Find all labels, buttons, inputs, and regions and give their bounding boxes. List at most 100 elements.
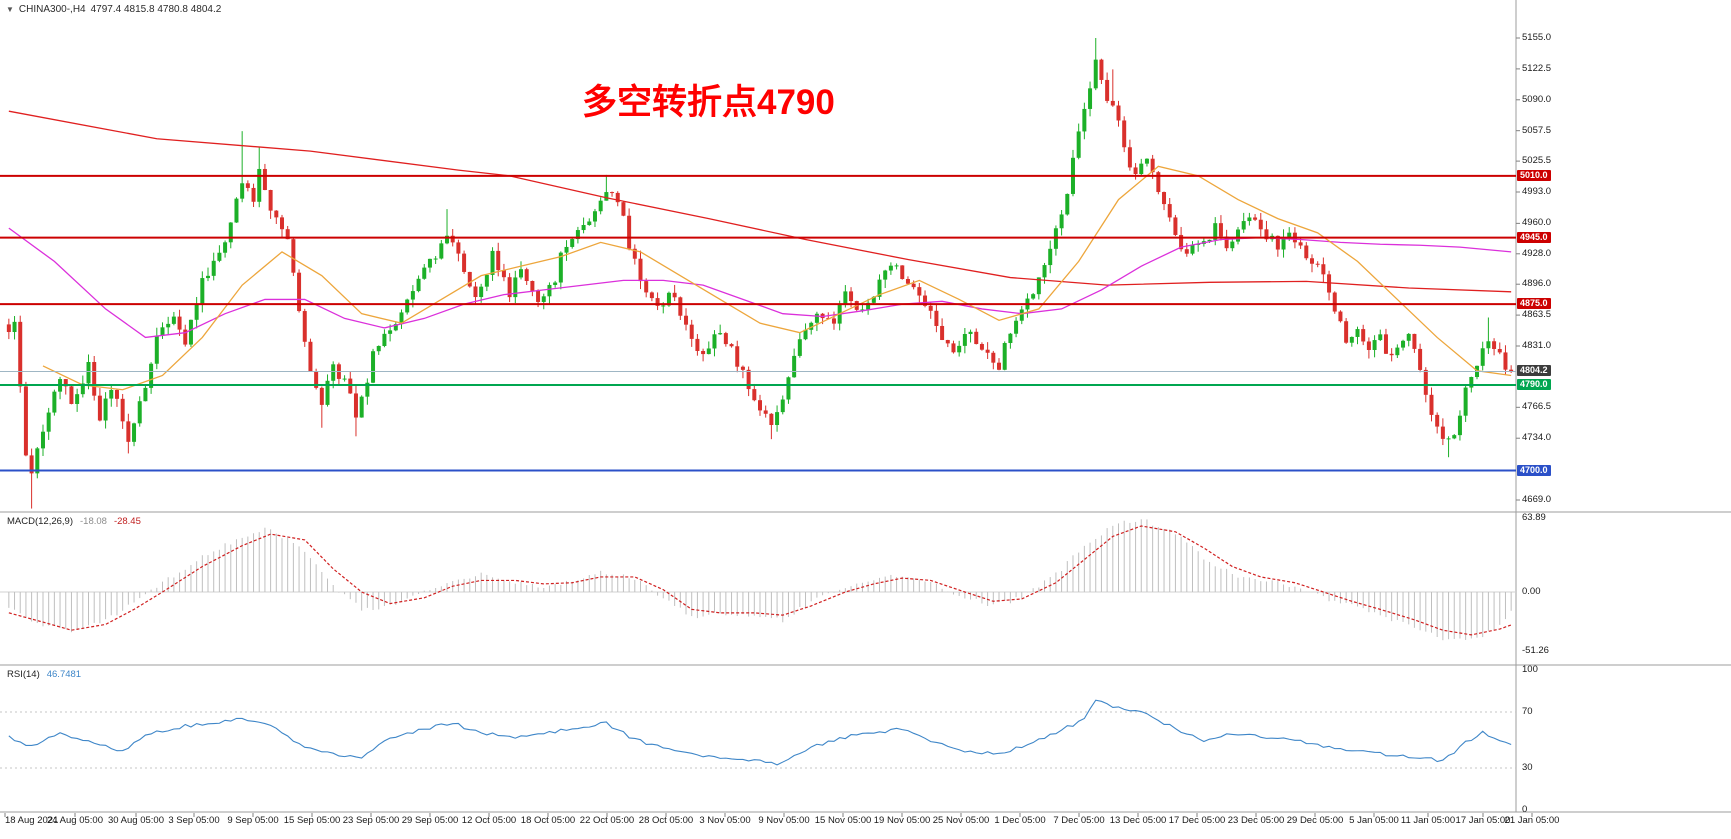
candle-body [558, 252, 563, 283]
candle-body [1247, 217, 1252, 222]
candle-body [353, 393, 358, 418]
candle-body [1264, 229, 1269, 240]
candle-body [530, 280, 535, 291]
candle-body [188, 319, 193, 345]
candle-body [200, 278, 205, 305]
candle-body [456, 242, 461, 254]
macd-signal-line [8, 525, 1512, 636]
candle-body [1144, 158, 1149, 164]
candle-body [422, 267, 427, 279]
candle-body [1401, 340, 1406, 348]
rsi-value: 46.7481 [46, 669, 82, 680]
candle-body [1099, 59, 1104, 80]
candle-body [871, 296, 876, 303]
candle-body [297, 272, 302, 312]
candle-body [1207, 239, 1212, 242]
candle-body [433, 258, 438, 260]
candle-body [80, 383, 85, 395]
candle-body [1213, 223, 1218, 240]
candle-body [1048, 248, 1053, 266]
candle-body [1042, 265, 1047, 278]
candle-body [371, 351, 376, 383]
candle-body [1304, 245, 1309, 259]
candle-body [1440, 426, 1445, 439]
candle-body [1031, 294, 1036, 299]
candle-body [1230, 241, 1235, 249]
candle-body [1509, 369, 1514, 372]
candle-body [92, 361, 97, 396]
candle-body [957, 345, 962, 353]
candle-body [302, 311, 307, 342]
candle-body [894, 265, 899, 267]
candle-body [701, 350, 706, 355]
macd-indicator-label: MACD(12,26,9) -18.08 -28.45 [7, 516, 141, 527]
candle-body [1236, 229, 1241, 242]
candle-body [262, 168, 267, 191]
rsi-line [8, 699, 1512, 766]
candle-body [575, 230, 580, 240]
candle-body [1184, 249, 1189, 254]
candle-body [445, 235, 450, 244]
candle-body [40, 431, 45, 449]
annotation-text[interactable]: 多空转折点4790 [582, 83, 835, 122]
candle-body [1480, 348, 1485, 366]
candle-body [416, 278, 421, 292]
macd-main-value: -18.08 [80, 516, 107, 527]
candle-body [1008, 333, 1013, 344]
candle-body [29, 455, 34, 474]
candle-body [1139, 163, 1144, 174]
candle-body [621, 202, 626, 216]
candle-body [1366, 341, 1371, 350]
candle-body [1281, 237, 1286, 250]
candle-body [541, 296, 546, 302]
collapse-arrow-icon[interactable]: ▼ [6, 5, 14, 14]
candle-body [274, 210, 279, 218]
candle-body [758, 400, 762, 411]
candle-body [63, 379, 68, 387]
candle-body [1469, 377, 1474, 388]
candle-body [1429, 394, 1434, 415]
candle-body [723, 333, 728, 345]
candle-body [923, 295, 928, 306]
candle-body [968, 331, 973, 335]
candle-body [1167, 204, 1172, 218]
candle-body [1036, 277, 1041, 295]
candle-body [678, 297, 683, 316]
candle-body [712, 334, 717, 349]
candle-body [814, 313, 819, 323]
candle-body [1150, 158, 1155, 173]
candle-body [570, 239, 575, 247]
candle-body [166, 323, 171, 328]
candle-body [1110, 100, 1115, 106]
candle-body [1338, 311, 1343, 322]
candle-body [399, 312, 404, 325]
candle-body [706, 348, 711, 355]
candle-body [1372, 340, 1377, 350]
candle-body [1127, 147, 1132, 168]
candle-body [279, 217, 284, 230]
candle-body [319, 387, 324, 405]
candle-body [1218, 223, 1223, 237]
candle-body [331, 364, 336, 381]
candle-body [217, 252, 222, 261]
candle-body [860, 309, 865, 311]
candle-body [615, 192, 620, 203]
candle-body [843, 291, 848, 306]
candle-body [780, 399, 785, 413]
candle-body [1241, 221, 1246, 230]
candle-body [18, 321, 23, 387]
candle-body [183, 329, 188, 345]
candle-body [649, 292, 654, 299]
candle-body [1349, 336, 1354, 343]
candle-body [1076, 131, 1081, 158]
candle-body [501, 270, 506, 278]
candle-body [86, 361, 91, 384]
candle-body [900, 265, 905, 280]
candle-body [974, 331, 979, 345]
candle-body [866, 302, 871, 310]
candle-body [490, 250, 495, 275]
candle-body [467, 271, 472, 287]
candle-body [1298, 242, 1303, 246]
